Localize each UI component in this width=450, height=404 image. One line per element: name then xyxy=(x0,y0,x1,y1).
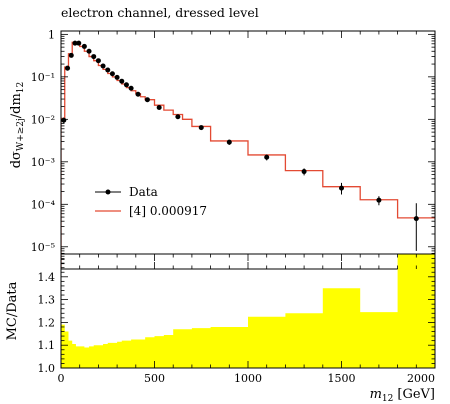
data-point xyxy=(376,197,382,203)
ratio-y-tick-label: 1.3 xyxy=(38,294,56,307)
data-point xyxy=(339,185,344,191)
plot-title: electron channel, dressed level xyxy=(61,5,259,20)
y-label-den: /dm xyxy=(9,93,24,118)
data-point xyxy=(156,104,162,110)
y-label-den-subscript: 12 xyxy=(16,82,26,93)
ratio-frame xyxy=(60,253,436,369)
data-point xyxy=(128,85,134,91)
data-point xyxy=(91,54,97,60)
data-point xyxy=(68,52,74,58)
data-point xyxy=(76,40,82,46)
x-axis-unit: [GeV] xyxy=(397,387,435,402)
data-point xyxy=(114,74,120,80)
y-tick-label: 10⁻¹ xyxy=(31,71,55,84)
y-tick-label: 10⁻³ xyxy=(31,156,55,169)
y-axis-label: dσW+≥2j/dm12 xyxy=(9,82,26,169)
legend-data-marker xyxy=(105,189,111,195)
data-point xyxy=(100,63,106,69)
x-axis-var: m xyxy=(370,387,382,402)
x-tick-label: 1000 xyxy=(234,372,262,385)
y-tick-label: 10⁻⁵ xyxy=(31,241,55,254)
y-tick-label: 10⁻⁴ xyxy=(31,198,56,211)
ratio-y-tick-label: 1.2 xyxy=(38,316,56,329)
legend: Data [4] 0.000917 xyxy=(95,185,207,218)
x-tick-label: 1500 xyxy=(328,372,356,385)
main-panel: electron channel, dressed level 1 10⁻¹ 10⁻… xyxy=(9,5,436,270)
data-point xyxy=(264,154,270,160)
data-point xyxy=(301,169,307,175)
data-point xyxy=(86,48,92,54)
x-axis-subscript: 12 xyxy=(382,394,393,404)
ratio-band xyxy=(61,254,435,368)
y-tick-label: 10⁻² xyxy=(31,113,55,126)
data-point xyxy=(105,67,111,73)
ratio-y-tick-label: 1.0 xyxy=(38,362,56,375)
y-label-subscript: W+≥2j xyxy=(16,118,26,151)
data-point xyxy=(135,91,141,97)
data-point xyxy=(65,65,71,71)
data-point xyxy=(81,43,87,49)
x-axis-label: m12 [GeV] xyxy=(370,387,435,404)
data-point xyxy=(175,114,181,120)
main-y-ticks: 1 10⁻¹ 10⁻² 10⁻³ 10⁻⁴ 10⁻⁵ xyxy=(31,28,435,270)
ratio-y-tick-label: 1.4 xyxy=(38,271,56,284)
legend-mc-label: [4] 0.000917 xyxy=(129,204,207,218)
data-point xyxy=(72,40,78,46)
data-point xyxy=(61,117,67,123)
ratio-band-layer xyxy=(61,254,435,368)
data-point xyxy=(119,78,125,84)
ratio-panel: 1.0 1.1 1.2 1.3 1.4 0 500 1000 1500 2000 MC/Data… xyxy=(5,31,436,404)
x-tick-label: 0 xyxy=(58,372,65,385)
data-point xyxy=(123,82,129,88)
data-point xyxy=(109,71,115,77)
x-tick-label: 2000 xyxy=(407,372,435,385)
data-point xyxy=(198,125,204,131)
data-point xyxy=(95,58,101,64)
x-tick-label: 500 xyxy=(144,372,165,385)
y-tick-label: 1 xyxy=(48,28,55,41)
legend-data-label: Data xyxy=(129,185,158,199)
data-point xyxy=(144,97,150,103)
ratio-y-axis-label: MC/Data xyxy=(5,281,20,340)
y-label-d: dσ xyxy=(9,151,24,168)
data-point xyxy=(226,139,232,145)
ratio-y-tick-label: 1.1 xyxy=(38,339,56,352)
main-series-layer xyxy=(61,40,435,269)
data-point xyxy=(413,216,419,222)
